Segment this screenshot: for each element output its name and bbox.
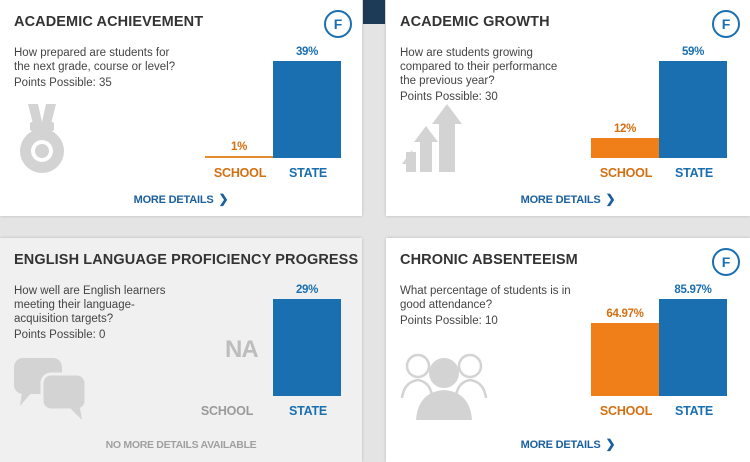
chevron-right-icon: ❯ xyxy=(605,192,616,206)
more-details-label: MORE DETAILS xyxy=(520,194,601,206)
school-bar xyxy=(205,156,273,158)
grade-badge: F xyxy=(324,10,352,38)
not-available-mark: NA xyxy=(225,336,259,363)
grade-badge: F xyxy=(712,10,740,38)
state-percent-label: 29% xyxy=(295,284,319,296)
card-question: How prepared are students for the next g… xyxy=(14,47,176,73)
school-percent-label: 1% xyxy=(230,141,248,153)
growth-arrow-icon xyxy=(402,104,462,172)
people-group-icon xyxy=(400,353,488,420)
points-possible: Points Possible: 30 xyxy=(400,91,498,103)
school-axis-label: SCHOOL xyxy=(200,404,254,418)
school-axis-label: SCHOOL xyxy=(599,404,653,418)
state-bar xyxy=(273,61,341,158)
more-details-link[interactable]: MORE DETAILS ❯ xyxy=(386,192,750,206)
school-bar xyxy=(591,323,659,396)
state-axis-label: STATE xyxy=(288,404,328,418)
school-axis-label: SCHOOL xyxy=(599,166,653,180)
state-bar xyxy=(659,299,727,396)
state-percent-label: 39% xyxy=(295,46,319,58)
card-title: ACADEMIC GROWTH xyxy=(400,14,550,30)
points-possible: Points Possible: 35 xyxy=(14,77,112,89)
state-axis-label: STATE xyxy=(288,166,328,180)
school-percent-label: 64.97% xyxy=(606,308,644,320)
grade-badge: F xyxy=(712,248,740,276)
academic-growth-card: ACADEMIC GROWTH F How are students growi… xyxy=(386,0,750,216)
more-details-label: MORE DETAILS xyxy=(133,194,214,206)
school-axis-label: SCHOOL xyxy=(213,166,267,180)
state-percent-label: 85.97% xyxy=(674,284,712,296)
points-possible: Points Possible: 0 xyxy=(14,329,106,341)
english-proficiency-card: ENGLISH LANGUAGE PROFICIENCY PROGRESS Ho… xyxy=(0,238,362,462)
card-title: CHRONIC ABSENTEEISM xyxy=(400,252,578,268)
header-accent-strip xyxy=(363,0,385,24)
chronic-absenteeism-card: CHRONIC ABSENTEEISM F What percentage of… xyxy=(386,238,750,462)
card-title: ENGLISH LANGUAGE PROFICIENCY PROGRESS xyxy=(14,252,359,268)
school-bar xyxy=(591,138,659,158)
state-bar xyxy=(273,299,341,396)
academic-achievement-card: ACADEMIC ACHIEVEMENT F How prepared are … xyxy=(0,0,362,216)
school-percent-label: 12% xyxy=(613,123,637,135)
state-percent-label: 59% xyxy=(681,46,705,58)
more-details-link[interactable]: MORE DETAILS ❯ xyxy=(386,437,750,451)
card-question: How well are English learners meeting th… xyxy=(14,285,166,325)
state-axis-label: STATE xyxy=(674,166,714,180)
state-bar xyxy=(659,61,727,158)
medal-icon xyxy=(20,104,64,173)
more-details-label: MORE DETAILS xyxy=(520,439,601,451)
no-more-details-label: NO MORE DETAILS AVAILABLE xyxy=(105,439,257,451)
chevron-right-icon: ❯ xyxy=(605,437,616,451)
state-axis-label: STATE xyxy=(674,404,714,418)
speech-bubbles-icon xyxy=(14,358,88,420)
chevron-right-icon: ❯ xyxy=(218,192,229,206)
card-title: ACADEMIC ACHIEVEMENT xyxy=(14,14,204,30)
points-possible: Points Possible: 10 xyxy=(400,315,498,327)
card-question: How are students growing compared to the… xyxy=(400,47,558,87)
card-question: What percentage of students is in good a… xyxy=(400,285,571,311)
more-details-link[interactable]: MORE DETAILS ❯ xyxy=(0,192,362,206)
